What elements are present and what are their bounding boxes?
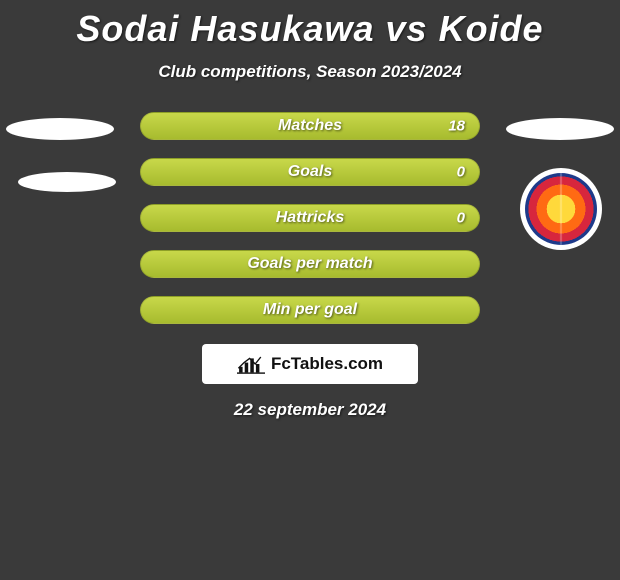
brand-text: FcTables.com (271, 354, 383, 374)
stat-label: Min per goal (263, 301, 357, 319)
right-marker-1 (506, 118, 614, 140)
club-badge (520, 168, 602, 250)
bar-chart-icon (237, 354, 265, 374)
stat-label: Matches (278, 117, 342, 135)
stat-bar-hattricks: Hattricks 0 (140, 204, 480, 232)
comparison-stage: Matches 18 Goals 0 Hattricks 0 Goals per… (0, 112, 620, 420)
stat-label: Hattricks (276, 209, 344, 227)
stat-value: 0 (457, 164, 465, 181)
stat-bar-goals-per-match: Goals per match (140, 250, 480, 278)
stat-label: Goals (288, 163, 332, 181)
stat-value: 18 (448, 118, 465, 135)
left-marker-2 (18, 172, 116, 192)
stat-bar-goals: Goals 0 (140, 158, 480, 186)
stat-label: Goals per match (247, 255, 372, 273)
stat-value: 0 (457, 210, 465, 227)
stat-bars: Matches 18 Goals 0 Hattricks 0 Goals per… (140, 112, 480, 324)
stat-bar-min-per-goal: Min per goal (140, 296, 480, 324)
club-badge-icon (525, 173, 597, 245)
page-title: Sodai Hasukawa vs Koide (0, 0, 620, 50)
page-subtitle: Club competitions, Season 2023/2024 (0, 62, 620, 82)
snapshot-date: 22 september 2024 (0, 400, 620, 420)
brand-badge: FcTables.com (202, 344, 418, 384)
left-marker-1 (6, 118, 114, 140)
stat-bar-matches: Matches 18 (140, 112, 480, 140)
